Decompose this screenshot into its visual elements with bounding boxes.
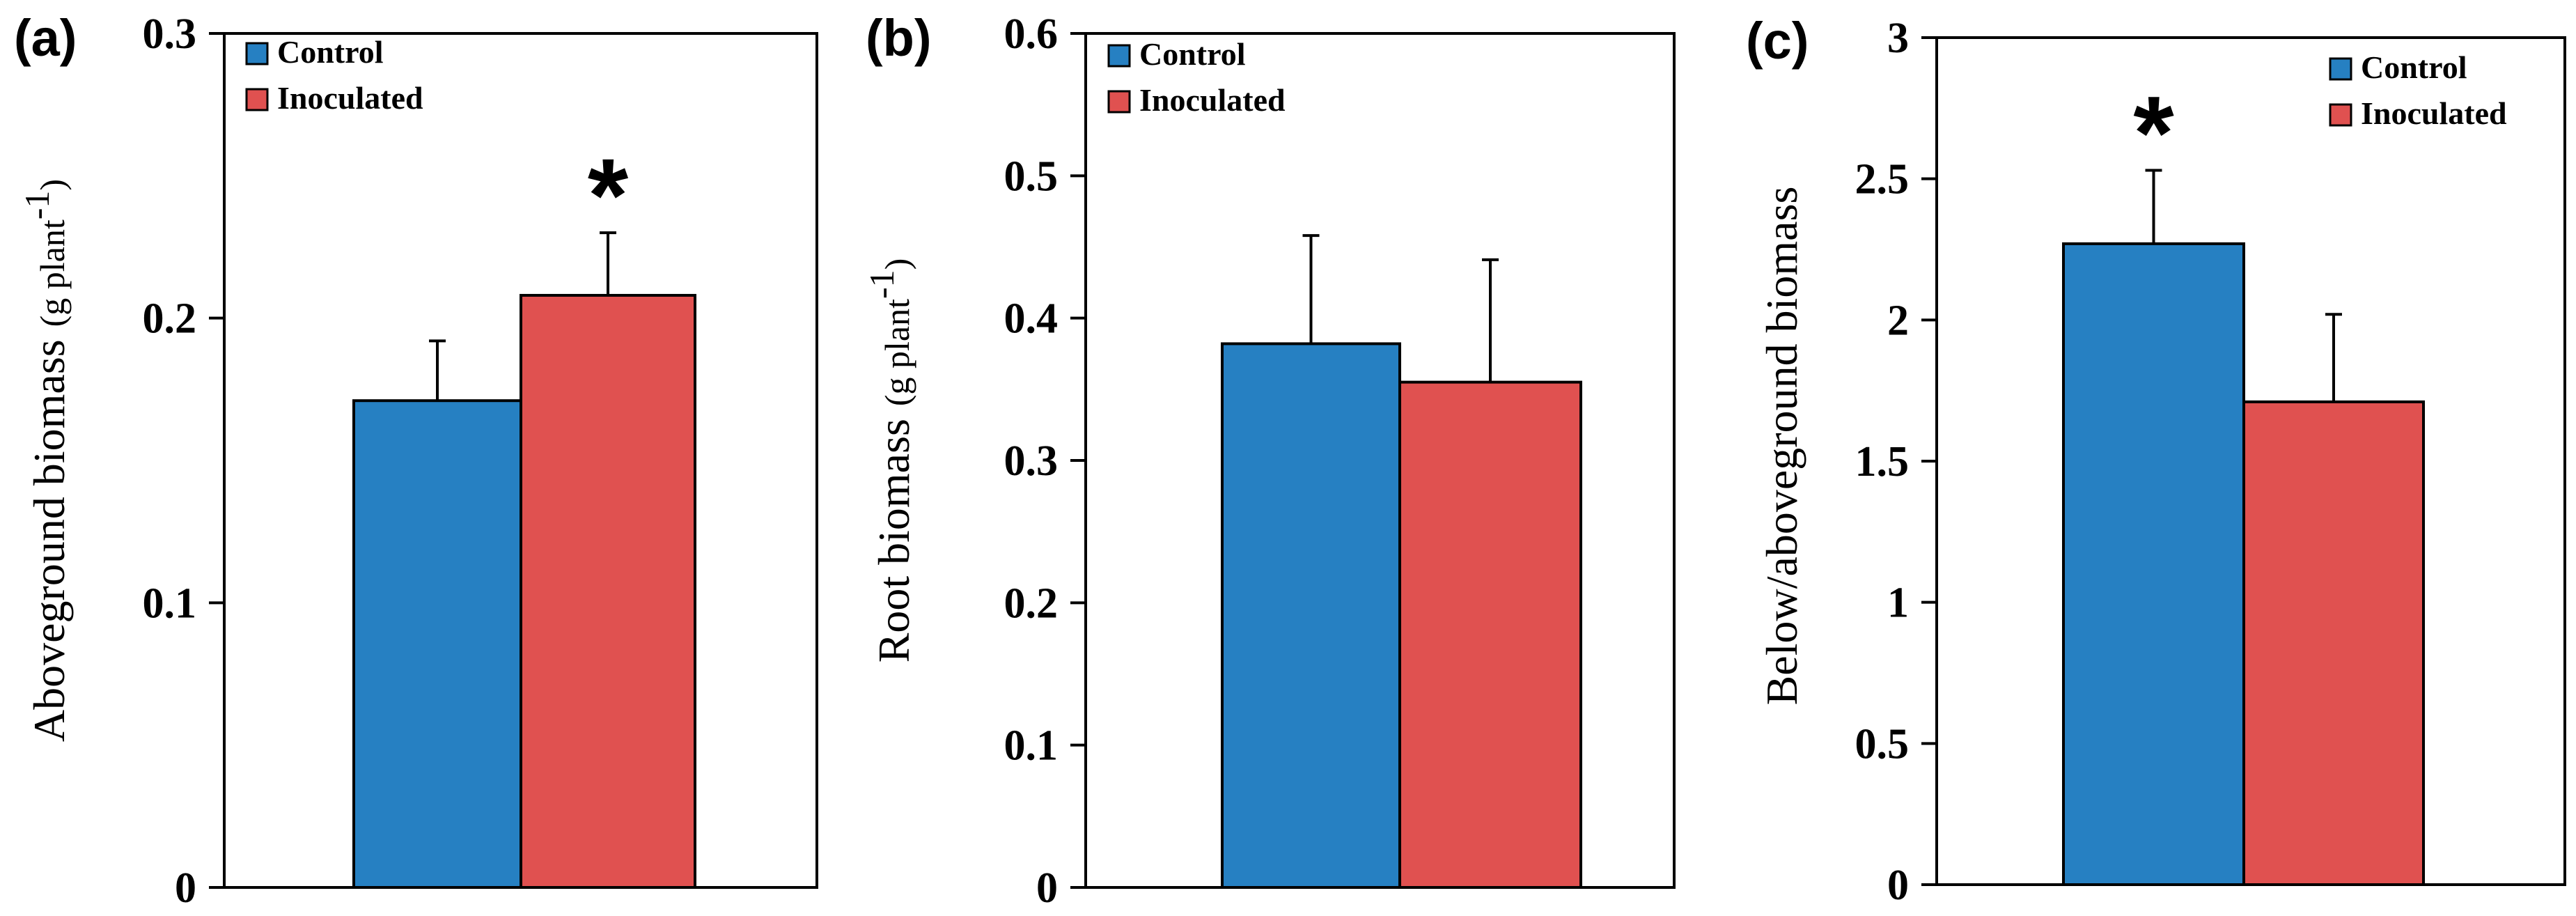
legend-label-inoculated: Inoculated xyxy=(277,80,423,116)
legend-label-control: Control xyxy=(1139,36,1246,72)
significance-asterisk: * xyxy=(588,137,629,254)
y-tick-label: 0.2 xyxy=(1004,580,1059,627)
panel-label: (a) xyxy=(14,9,77,67)
legend-label-inoculated: Inoculated xyxy=(1139,82,1286,118)
panel-label: (b) xyxy=(866,9,932,67)
y-axis-label: Root biomass(g plant-1) xyxy=(862,258,919,663)
panels: (a) * 0 0.1 0.2 0.3 Aboveground biomass(g plan… xyxy=(14,9,2566,912)
plot-frame xyxy=(223,32,818,889)
y-tick-label: 0 xyxy=(1036,864,1058,912)
legend-swatch-control xyxy=(1107,44,1131,68)
y-tick-label: 2 xyxy=(1887,297,1909,344)
panel-label: (c) xyxy=(1746,12,1809,70)
legend-label-inoculated: Inoculated xyxy=(2361,95,2507,131)
y-tick-label: 2.5 xyxy=(1855,156,1910,203)
legend-swatch-control xyxy=(2329,57,2352,81)
legend-swatch-control xyxy=(245,42,269,65)
y-tick-label: 3 xyxy=(1887,15,1909,62)
y-tick-label: 0.1 xyxy=(143,580,197,627)
bar-control xyxy=(1221,342,1401,889)
legend-label-control: Control xyxy=(2361,49,2467,85)
panel-b: (b) 0 0.1 0.2 0.3 0.4 0.5 0.6 Root biomass(g pla… xyxy=(862,9,1676,912)
bar-control xyxy=(352,399,522,889)
y-tick-label: 0.5 xyxy=(1855,720,1910,768)
y-tick-label: 0.1 xyxy=(1004,722,1059,770)
y-tick-label: 0.6 xyxy=(1004,10,1059,58)
y-tick-label: 0.5 xyxy=(1004,153,1059,200)
significance-asterisk: * xyxy=(2133,75,2174,192)
y-tick-label: 0.2 xyxy=(143,295,197,343)
y-tick-label: 0.3 xyxy=(1004,437,1059,485)
y-axis-label: Aboveground biomass(g plant-1) xyxy=(17,179,74,742)
bar-inoculated xyxy=(1398,380,1582,889)
y-axis-label: Below/aboveground biomass xyxy=(1757,187,1806,706)
panel-a: (a) * 0 0.1 0.2 0.3 Aboveground biomass(g plan… xyxy=(14,9,818,912)
y-tick-label: 0 xyxy=(175,864,196,912)
bar-inoculated xyxy=(520,293,696,889)
y-tick-label: 1.5 xyxy=(1855,438,1910,486)
legend-swatch-inoculated xyxy=(2329,103,2352,127)
legend-label-control: Control xyxy=(277,34,384,70)
legend-swatch-inoculated xyxy=(1107,90,1131,114)
y-tick-label: 1 xyxy=(1887,580,1909,627)
y-tick-label: 0 xyxy=(1887,862,1909,909)
y-tick-label: 0.4 xyxy=(1004,295,1059,343)
panel-c: (c) * 0 0.5 1 1.5 2 2.5 3 Below/aboveground bioma… xyxy=(1746,12,2566,909)
bar-inoculated xyxy=(2242,400,2425,886)
bar-control xyxy=(2062,242,2245,887)
legend-swatch-inoculated xyxy=(245,88,269,111)
y-tick-label: 0.3 xyxy=(143,10,197,58)
